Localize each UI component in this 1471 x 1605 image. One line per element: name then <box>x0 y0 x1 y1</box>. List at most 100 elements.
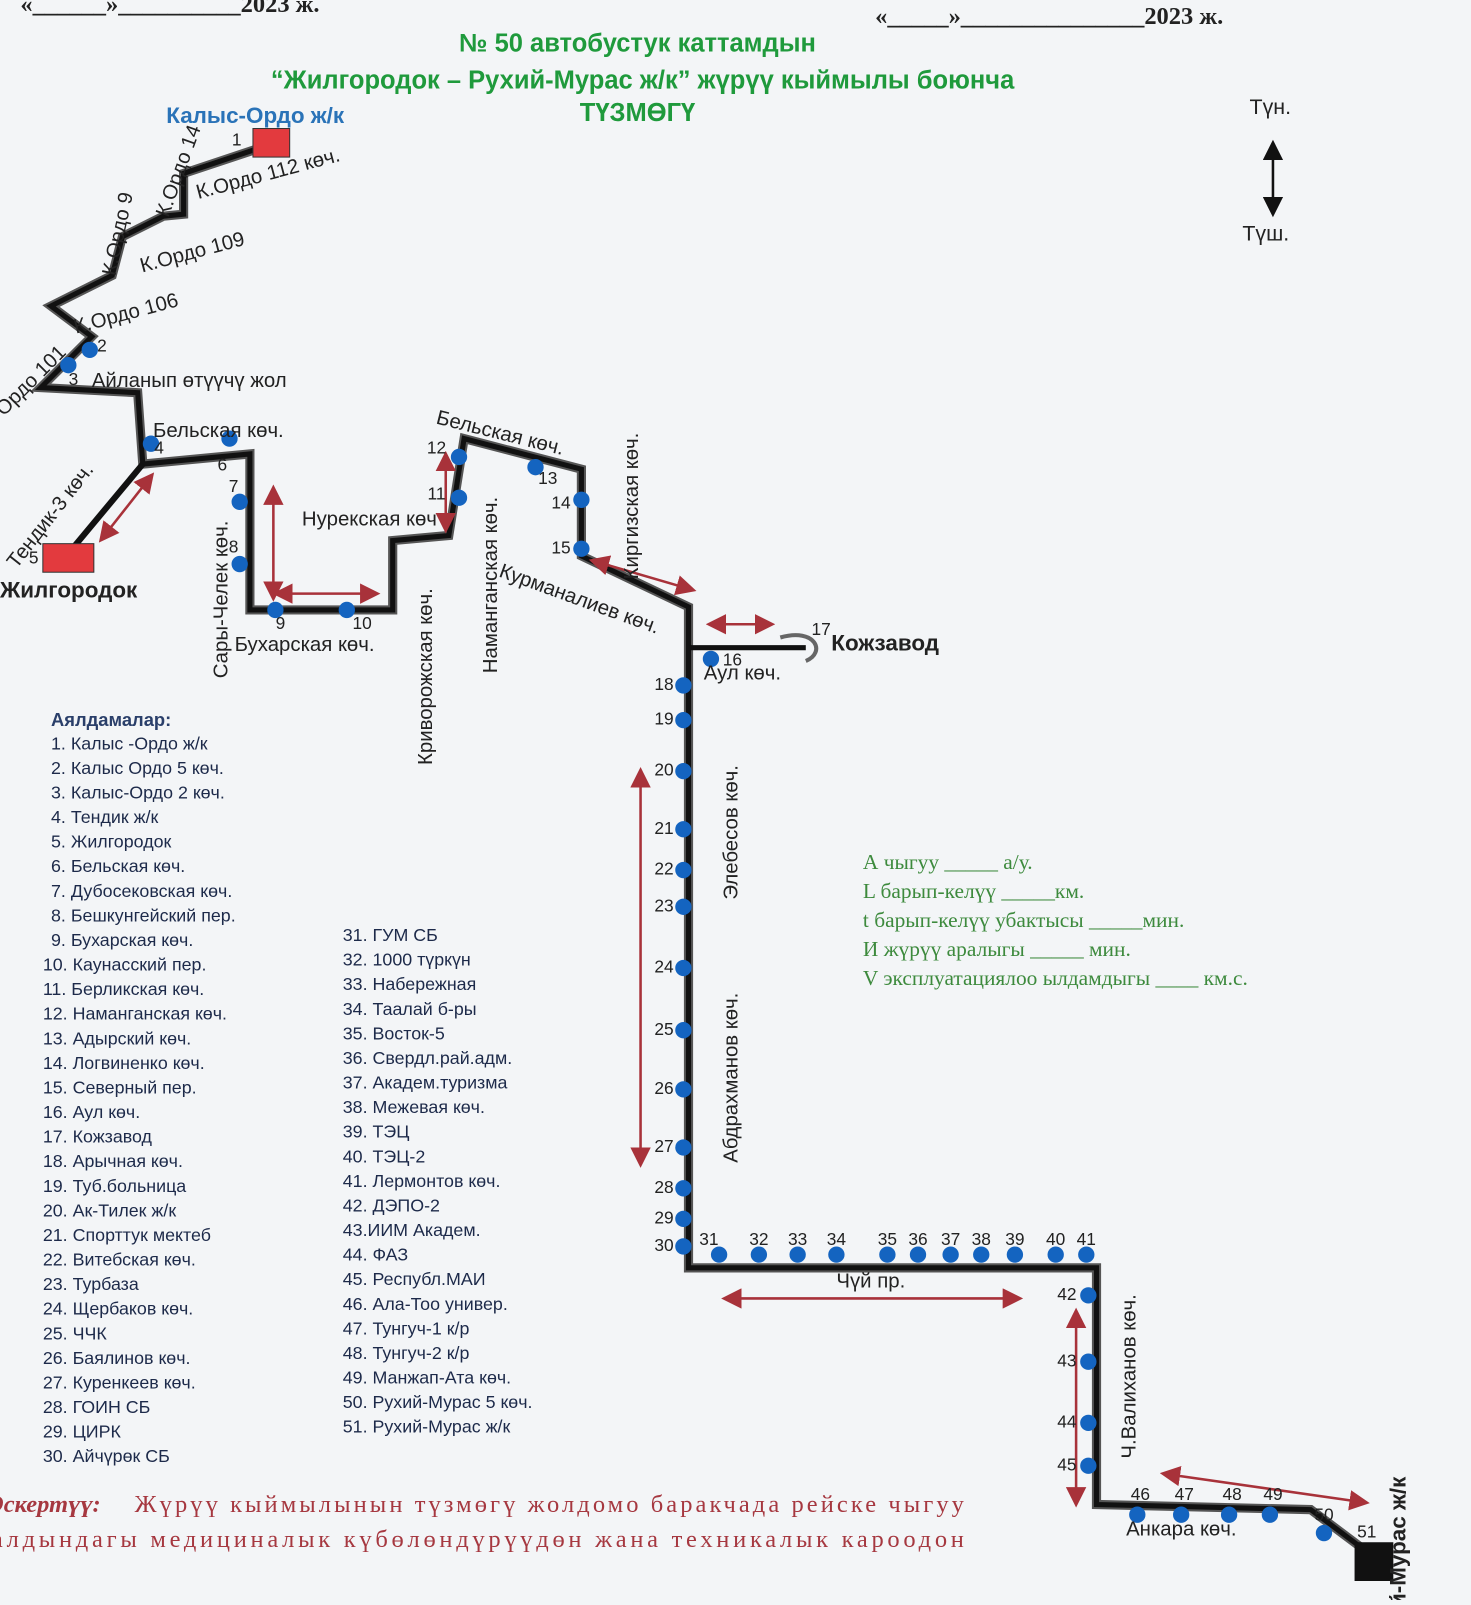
terminal-box <box>252 128 291 158</box>
route-line <box>30 143 1375 1560</box>
stop-number: 28 <box>654 1177 673 1197</box>
street-label: Ч.Валиханов көч. <box>1119 1294 1141 1458</box>
stop-number: 31 <box>699 1229 718 1249</box>
stop-dot <box>231 493 248 510</box>
parameter: V эксплуатациялоо ылдамдыгы ____ км.с. <box>863 966 1248 990</box>
stop-number: 7 <box>229 476 239 496</box>
route-lines <box>30 143 1375 1560</box>
legend-item: 19. Туб.больница <box>43 1176 186 1196</box>
legend-item: 10. Каунасский пер. <box>43 955 207 975</box>
stop-dot <box>527 459 544 476</box>
stop-dot <box>450 489 468 506</box>
legend-item: 46. Ала-Тоо универ. <box>343 1294 508 1314</box>
stop-dot <box>675 1238 692 1255</box>
stop-number: 36 <box>908 1229 927 1249</box>
legend-item: 44. ФАЗ <box>343 1245 408 1265</box>
stop-dot <box>1080 1457 1097 1474</box>
street-label: Бухарская көч. <box>235 634 375 656</box>
terminal-label: кий-Мурас ж/к <box>1385 1476 1410 1600</box>
legend-item: 25. ЧЧК <box>43 1323 108 1343</box>
legend-item: 20. Ак-Тилек ж/к <box>43 1200 176 1220</box>
compass-north: Түн. <box>1250 95 1292 119</box>
stop-dot <box>1173 1506 1190 1523</box>
stop-number: 45 <box>1057 1454 1076 1474</box>
stop-number: 32 <box>749 1229 768 1249</box>
stop-dot <box>60 357 77 374</box>
direction-arrow <box>588 555 697 596</box>
title: “Жилгородок – Рухий-Мурас ж/к” жүрүү кый… <box>271 66 1015 94</box>
terminal-label: Кожзавод <box>831 631 939 656</box>
stop-number: 21 <box>654 818 673 838</box>
parameter: А чыгуу _____ а/у. <box>863 850 1033 874</box>
stop-dot <box>710 1246 728 1263</box>
stop-number: 5 <box>29 548 39 568</box>
street-label: Абдрахманов көч. <box>721 993 743 1163</box>
legend-item: 24. Щербаков көч. <box>43 1299 193 1319</box>
stop-number: 43 <box>1057 1350 1076 1370</box>
legend-item: 34. Таалай б-ры <box>343 999 477 1019</box>
stop-dot <box>702 650 720 668</box>
stop-dot <box>1261 1506 1279 1523</box>
route-line <box>34 145 1374 1558</box>
title: № 50 автобустук каттамдын <box>459 30 816 58</box>
legend-item: 38. Межевая көч. <box>343 1097 485 1117</box>
stop-dot <box>675 762 692 780</box>
stop-dot <box>231 555 248 573</box>
stop-number: 6 <box>218 455 228 475</box>
stop-dot <box>221 430 238 447</box>
stop-number: 50 <box>1314 1504 1333 1524</box>
stop-number: 3 <box>69 369 79 389</box>
turn-arrow <box>779 633 819 663</box>
stop-number: 17 <box>811 619 830 639</box>
stop-dot <box>675 1180 692 1197</box>
legend-item: 32. 1000 түркүн <box>343 950 471 970</box>
stop-number: 33 <box>788 1229 807 1249</box>
legend-item: 26. Баялинов көч. <box>43 1348 191 1368</box>
legend-item: 22. Витебская көч. <box>43 1250 196 1270</box>
stop-dot <box>789 1246 806 1263</box>
stop-number: 20 <box>654 760 673 780</box>
stop-number: 15 <box>551 537 570 557</box>
stop-number: 12 <box>427 437 446 457</box>
stop-number: 14 <box>551 492 571 512</box>
stop-number: 1 <box>232 129 242 149</box>
stop-dot <box>267 601 284 619</box>
legend-item: 30. Айчүрөк СБ <box>43 1446 170 1466</box>
street-label: Сары-Челек көч. <box>211 521 233 679</box>
stop-number: 8 <box>229 536 239 556</box>
stop-number: 13 <box>538 468 557 488</box>
legend-item: 12. Наманганская көч. <box>43 1004 227 1024</box>
stop-number: 41 <box>1077 1229 1096 1249</box>
parameter: И жүрүү аралыгы _____ мин. <box>863 937 1131 961</box>
stop-number: 26 <box>654 1078 673 1098</box>
legend-item: 42. ДЭПО-2 <box>343 1195 440 1215</box>
parameter: t барып-келүү убактысы _____мин. <box>863 908 1184 932</box>
stop-dot <box>1078 1246 1095 1263</box>
legend-item: 39. ТЭЦ <box>343 1122 410 1142</box>
street-label: Киргизская көч. <box>621 433 643 580</box>
street-label: Чүй пр. <box>836 1271 905 1293</box>
legend-item: 41. Лермонтов көч. <box>343 1171 501 1191</box>
stop-number: 44 <box>1057 1411 1077 1431</box>
compass-south: Түш. <box>1242 221 1289 245</box>
legend-item: 35. Восток-5 <box>343 1023 445 1043</box>
stop-dot <box>1080 1353 1097 1370</box>
terminal-label: Калыс-Ордо ж/к <box>166 103 345 128</box>
stop-dot <box>828 1246 845 1263</box>
street-label: Криворожская көч. <box>415 588 437 765</box>
legend-item: 31. ГУМ СБ <box>343 925 438 945</box>
terminal-box <box>1354 1542 1394 1581</box>
legend-item: 33. Набережная <box>343 974 477 994</box>
title: ТҮЗМӨГҮ <box>580 99 696 127</box>
stop-number: 9 <box>276 613 286 633</box>
legend-item: 6. Бельская көч. <box>51 856 185 876</box>
stop-dot <box>1220 1506 1238 1523</box>
legend-item: 1. Калыс -Ордо ж/к <box>51 733 208 753</box>
stop-dot <box>573 540 590 557</box>
stop-dot <box>142 435 160 452</box>
street-label: Аул көч. <box>704 663 781 685</box>
legend-item: 45. Республ.МАИ <box>343 1269 486 1289</box>
legend-item: 48. Тунгуч-2 к/р <box>343 1343 470 1363</box>
stop-number: 2 <box>97 335 107 355</box>
